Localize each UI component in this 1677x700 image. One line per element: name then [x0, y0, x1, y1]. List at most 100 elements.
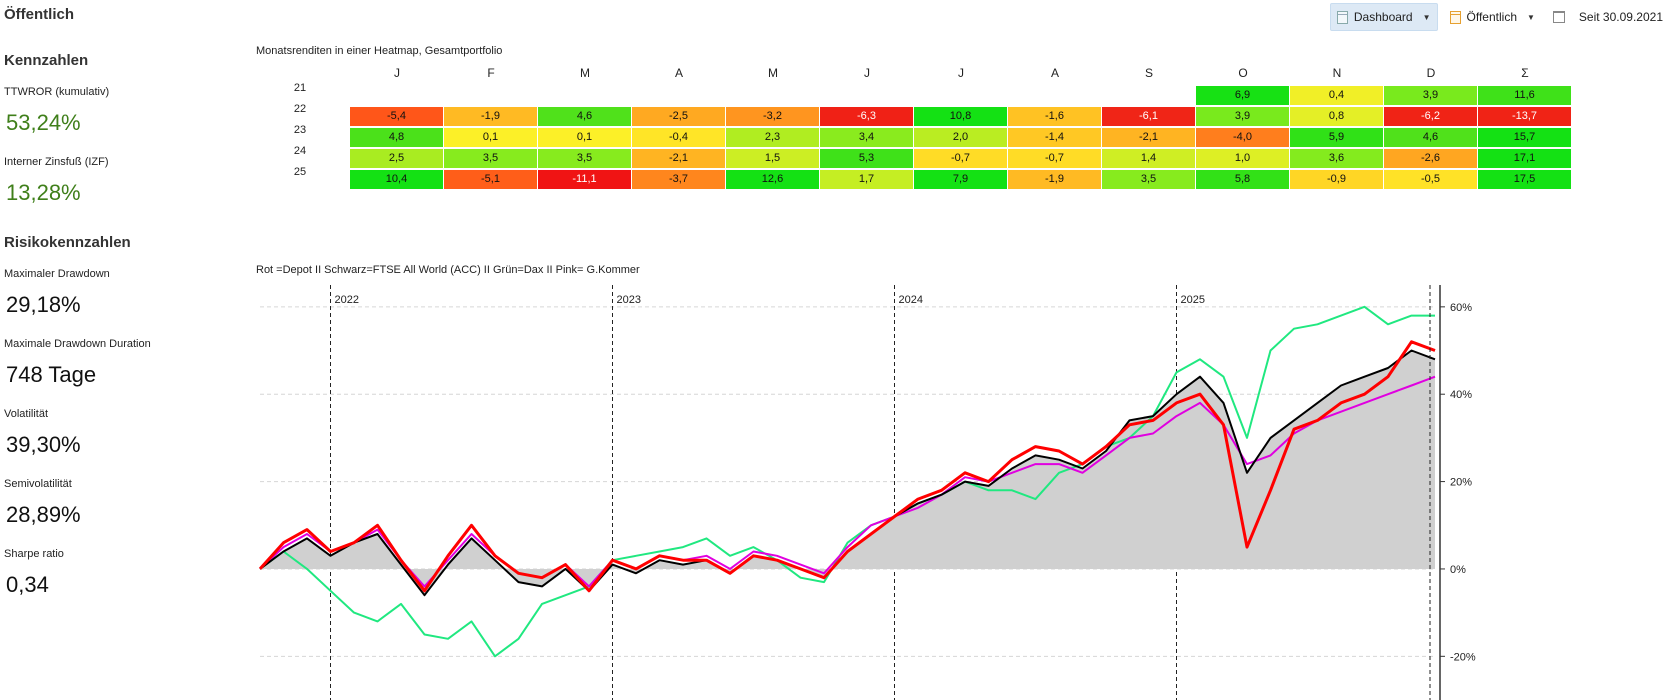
heatmap-row-year: 25 — [293, 166, 307, 178]
heatmap-column-header: Σ — [1521, 66, 1529, 80]
heatmap-cell: 4,6 — [538, 107, 631, 126]
izf-value: 13,28% — [6, 180, 81, 205]
heatmap-cell: 0,4 — [1290, 86, 1383, 105]
y-tick-label: 20% — [1450, 477, 1472, 489]
max-drawdown-label: Maximaler Drawdown — [4, 268, 110, 280]
series-line-depot — [258, 340, 1436, 593]
sharpe-label: Sharpe ratio — [4, 548, 64, 560]
heatmap-cell: 11,6 — [1478, 86, 1571, 105]
since-label[interactable]: Seit 30.09.2021 — [1578, 10, 1663, 24]
y-tick-label: -20% — [1450, 651, 1476, 663]
heatmap-cell: -1,4 — [1008, 128, 1101, 147]
visibility-label: Öffentlich — [1466, 10, 1517, 24]
heatmap-cell: 3,6 — [1290, 149, 1383, 168]
heatmap-cell: -0,5 — [1384, 170, 1477, 189]
document-icon — [1449, 10, 1461, 24]
heatmap-cell — [1008, 86, 1101, 105]
heatmap-column-header: M — [580, 66, 590, 80]
heatmap-cell: -4,0 — [1196, 128, 1289, 147]
heatmap-column-header: F — [487, 66, 495, 80]
sharpe-value: 0,34 — [6, 572, 49, 597]
heatmap-column-header: J — [958, 66, 964, 80]
heatmap-cell: 3,5 — [538, 149, 631, 168]
toolbar: Dashboard ▼ Öffentlich ▼ Seit 30.09.2021 — [1329, 3, 1667, 31]
heatmap-cell: -1,6 — [1008, 107, 1101, 126]
heatmap-cell: 17,5 — [1478, 170, 1571, 189]
year-label: 2024 — [899, 294, 923, 306]
heatmap-cell: -6,2 — [1384, 107, 1477, 126]
heatmap-title: Monatsrenditen in einer Heatmap, Gesamtp… — [256, 45, 503, 57]
performance-chart: 60% 40% 20% 0% -20% 2022 2023 2024 2025 — [258, 285, 1476, 700]
calendar-icon[interactable] — [1552, 11, 1565, 23]
heatmap-cell: -5,1 — [444, 170, 537, 189]
heatmap-cell: 12,6 — [726, 170, 819, 189]
heatmap-cell: -11,1 — [538, 170, 631, 189]
heatmap-cell: 17,1 — [1478, 149, 1571, 168]
max-drawdown-value: 29,18% — [6, 292, 81, 317]
heatmap-cell: 5,9 — [1290, 128, 1383, 147]
heatmap-column-header: J — [864, 66, 870, 80]
heatmap-cell: 10,4 — [350, 170, 443, 189]
heatmap-cell: 0,1 — [538, 128, 631, 147]
benchmark-area — [260, 350, 1435, 596]
drawdown-duration-value: 748 Tage — [6, 362, 97, 387]
y-tick-label: 40% — [1450, 389, 1472, 401]
heatmap-cell — [914, 86, 1007, 105]
heatmap-cell — [632, 86, 725, 105]
heatmap-cell: 6,9 — [1196, 86, 1289, 105]
risiko-heading: Risikokennzahlen — [4, 234, 131, 251]
ttwror-label: TTWROR (kumulativ) — [4, 86, 110, 98]
volatility-value: 39,30% — [6, 432, 81, 457]
dashboard-button[interactable]: Dashboard ▼ — [1329, 3, 1438, 31]
heatmap-cell: -2,1 — [1102, 128, 1195, 147]
chevron-down-icon[interactable]: ▼ — [1422, 12, 1431, 22]
heatmap-cell: 2,3 — [726, 128, 819, 147]
kennzahlen-heading: Kennzahlen — [4, 52, 89, 69]
heatmap-column-header: O — [1238, 66, 1248, 80]
heatmap-cell: 15,7 — [1478, 128, 1571, 147]
heatmap-cell: 3,5 — [444, 149, 537, 168]
heatmap-column-header: J — [394, 66, 400, 80]
heatmap-cell: -1,9 — [1008, 170, 1101, 189]
heatmap-row-year: 21 — [293, 82, 307, 94]
heatmap-column-header: D — [1426, 66, 1436, 80]
heatmap-row-year: 24 — [293, 145, 307, 157]
y-tick-label: 0% — [1450, 564, 1466, 576]
series-line-dax — [259, 305, 1435, 658]
heatmap-cell: -2,5 — [632, 107, 725, 126]
heatmap-cell: -6,3 — [820, 107, 913, 126]
heatmap-cell: 3,4 — [820, 128, 913, 147]
heatmap-cell — [444, 86, 537, 105]
heatmap-cell: -3,2 — [726, 107, 819, 126]
heatmap-row-year: 22 — [293, 103, 307, 115]
semivolatility-value: 28,89% — [6, 502, 81, 527]
heatmap-cell: 5,3 — [820, 149, 913, 168]
heatmap-cell: 1,7 — [820, 170, 913, 189]
heatmap-cell: 1,0 — [1196, 149, 1289, 168]
heatmap-cell: 5,8 — [1196, 170, 1289, 189]
heatmap-cell: -13,7 — [1478, 107, 1571, 126]
year-label: 2025 — [1181, 294, 1205, 306]
document-icon — [1336, 10, 1348, 24]
heatmap-cell: 10,8 — [914, 107, 1007, 126]
heatmap-row-year: 23 — [293, 124, 307, 136]
heatmap-column-header: A — [1050, 66, 1059, 80]
heatmap-cell: -2,1 — [632, 149, 725, 168]
heatmap-cell: 1,4 — [1102, 149, 1195, 168]
heatmap-cell — [1102, 86, 1195, 105]
dashboard-label: Dashboard — [1353, 10, 1413, 24]
heatmap-cell: -3,7 — [632, 170, 725, 189]
heatmap-cell: 3,9 — [1196, 107, 1289, 126]
heatmap-cell: -2,6 — [1384, 149, 1477, 168]
visibility-button[interactable]: Öffentlich ▼ — [1444, 4, 1541, 30]
heatmap-cell: 7,9 — [914, 170, 1007, 189]
chevron-down-icon[interactable]: ▼ — [1527, 12, 1535, 22]
heatmap-cell: 0,1 — [444, 128, 537, 147]
heatmap-cell — [726, 86, 819, 105]
heatmap-cell: -0,7 — [1008, 149, 1101, 168]
y-tick-label: 60% — [1450, 302, 1472, 314]
heatmap-cell: 0,8 — [1290, 107, 1383, 126]
drawdown-duration-label: Maximale Drawdown Duration — [4, 338, 151, 350]
heatmap-cell: 3,9 — [1384, 86, 1477, 105]
heatmap-cell: -6,1 — [1102, 107, 1195, 126]
